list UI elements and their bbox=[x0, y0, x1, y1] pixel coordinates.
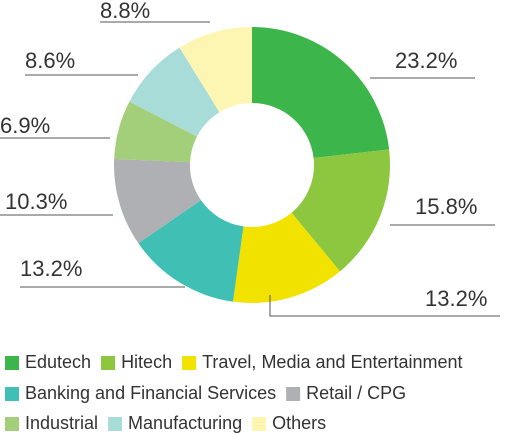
legend-label: Edutech bbox=[25, 352, 91, 372]
legend-swatch bbox=[182, 356, 197, 370]
donut-segment bbox=[232, 212, 340, 303]
donut-segment bbox=[252, 27, 390, 159]
legend-label: Industrial bbox=[25, 413, 98, 433]
data-label: 15.8% bbox=[415, 194, 477, 219]
legend-label: Travel, Media and Entertainment bbox=[202, 352, 462, 372]
legend-swatch bbox=[5, 417, 19, 431]
legend-label: Retail / CPG bbox=[306, 383, 406, 403]
legend-swatch bbox=[101, 356, 116, 370]
leader-line bbox=[269, 295, 500, 317]
legend-label: Hitech bbox=[121, 352, 172, 372]
data-label: 13.2% bbox=[425, 286, 487, 311]
data-label: 23.2% bbox=[395, 48, 457, 73]
data-label: 6.9% bbox=[0, 113, 50, 138]
legend-label: Manufacturing bbox=[128, 413, 242, 433]
data-label: 10.3% bbox=[5, 189, 67, 214]
legend-swatch bbox=[286, 387, 301, 401]
legend-label: Banking and Financial Services bbox=[25, 383, 276, 403]
legend-swatch bbox=[5, 387, 19, 401]
legend-label: Others bbox=[272, 413, 326, 433]
legend-swatch bbox=[108, 417, 123, 431]
donut-segment bbox=[114, 101, 197, 163]
donut-segment bbox=[129, 47, 220, 137]
data-label: 13.2% bbox=[20, 256, 82, 281]
donut-segment bbox=[179, 27, 252, 113]
data-label: 8.8% bbox=[100, 0, 150, 23]
data-label: 8.6% bbox=[25, 48, 75, 73]
legend-swatch bbox=[5, 356, 19, 370]
donut-segment bbox=[138, 200, 244, 302]
legend-swatch bbox=[252, 417, 267, 431]
donut-segment bbox=[113, 158, 201, 244]
donut-segment bbox=[291, 149, 390, 272]
